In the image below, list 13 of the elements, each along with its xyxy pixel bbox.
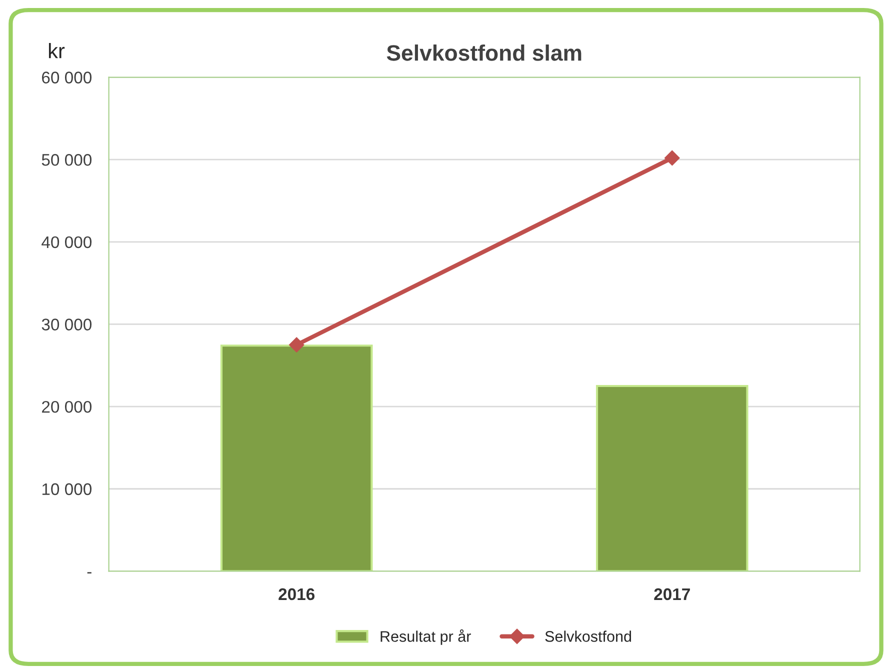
y-tick-label: 50 000 [42,154,92,166]
y-tick-label: 60 000 [42,72,92,84]
y-tick-label: 10 000 [42,483,92,496]
y-axis-title: kr [48,43,65,58]
legend-label: Resultat pr år [380,629,471,645]
y-tick-label: 40 000 [42,236,92,248]
x-tick-label: 2017 [654,588,690,600]
legend-label: Selvkostfond [545,630,632,642]
y-tick-label: 30 000 [42,318,92,330]
y-tick-label: - [87,572,92,574]
y-tick-label: 20 000 [42,400,92,413]
x-tick-label: 2016 [278,588,315,600]
chart-title: Selvkostfond slam [386,44,582,61]
